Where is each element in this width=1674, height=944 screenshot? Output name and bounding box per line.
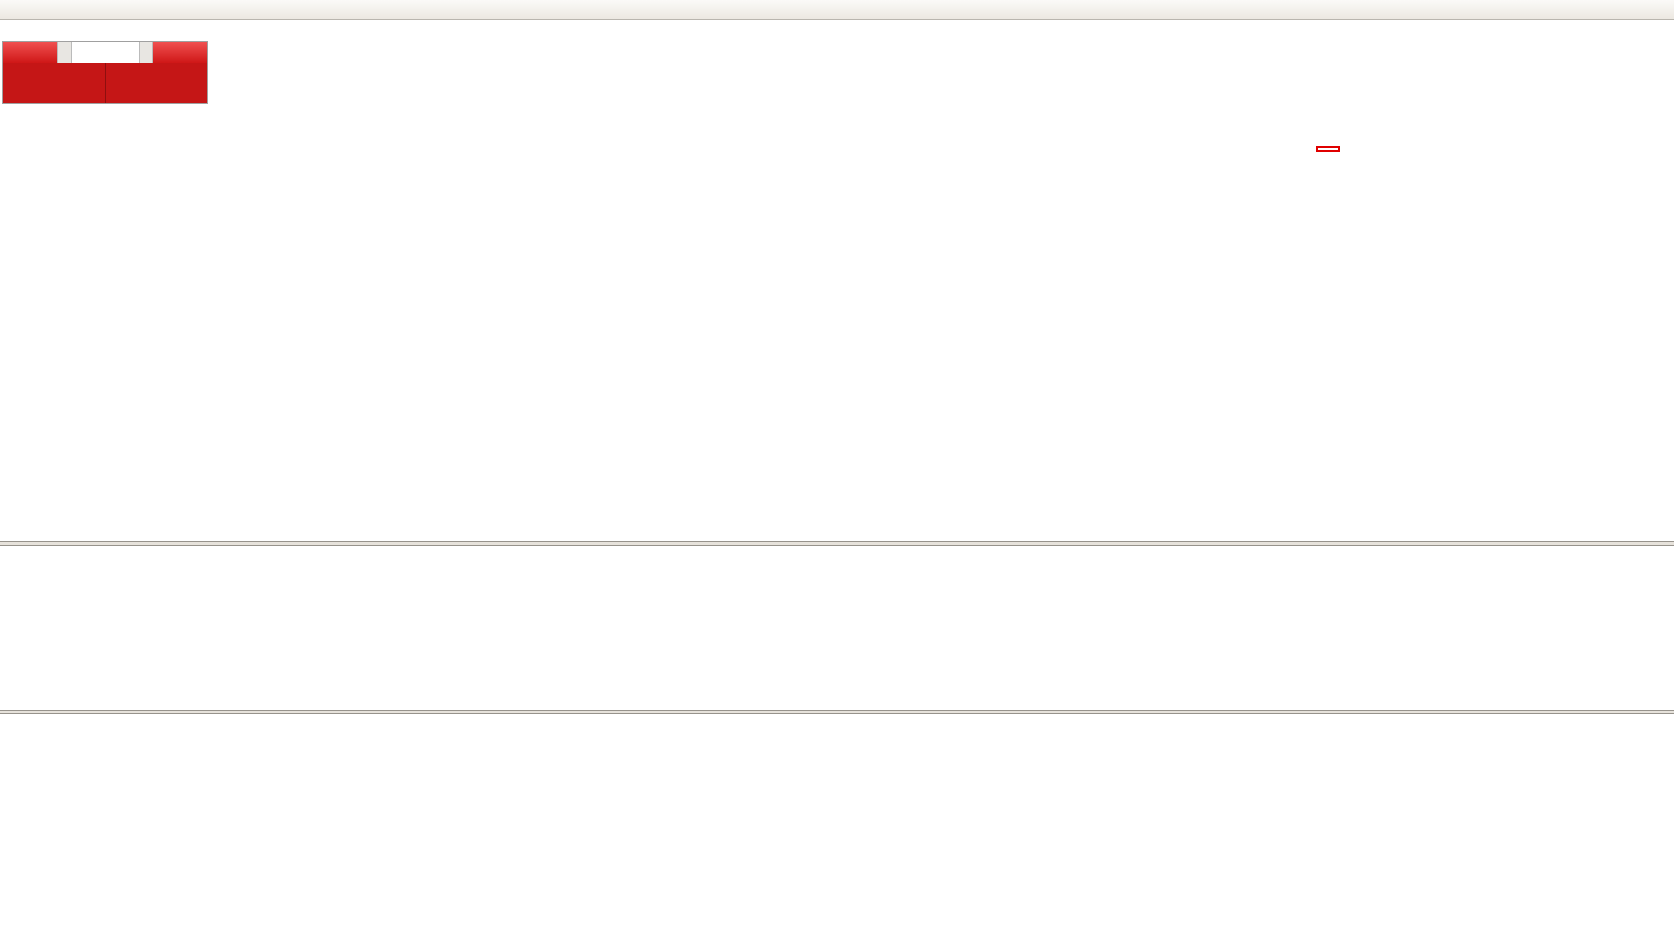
volume-input[interactable] bbox=[72, 42, 139, 63]
price-annotation-label[interactable] bbox=[1316, 146, 1340, 152]
date-axis[interactable] bbox=[0, 869, 1520, 883]
chart-header bbox=[6, 25, 10, 38]
volume-dropdown-button[interactable] bbox=[57, 42, 72, 63]
volume-spinner[interactable] bbox=[139, 42, 153, 63]
pane-splitter[interactable] bbox=[0, 541, 1674, 546]
sell-price[interactable] bbox=[3, 63, 105, 103]
main-toolbar bbox=[0, 0, 1674, 20]
one-click-trading-panel bbox=[2, 41, 208, 104]
buy-button[interactable] bbox=[153, 42, 207, 63]
pane-splitter[interactable] bbox=[0, 710, 1674, 714]
buy-price[interactable] bbox=[104, 63, 208, 103]
trade-panel-controls bbox=[3, 42, 207, 63]
trade-panel-prices bbox=[3, 63, 207, 103]
sell-button[interactable] bbox=[3, 42, 57, 63]
